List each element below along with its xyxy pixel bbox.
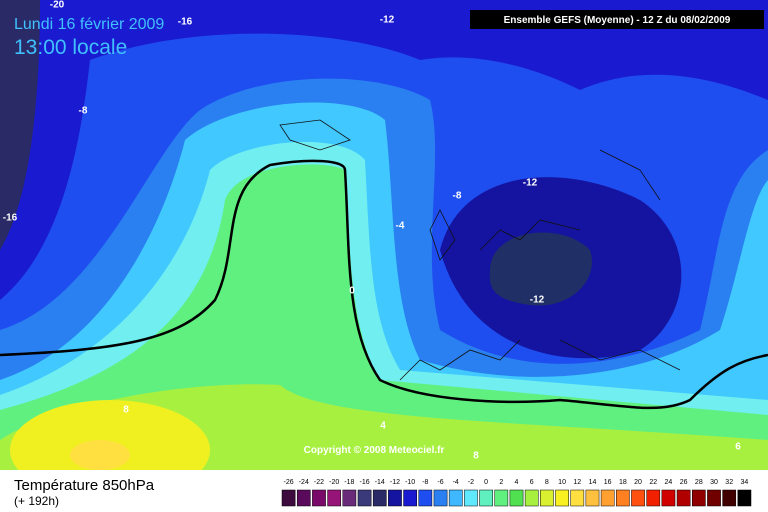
legend-label: 30 <box>710 479 718 486</box>
legend-swatch <box>509 489 524 507</box>
legend-label: -20 <box>329 479 339 486</box>
legend-label: 6 <box>530 479 534 486</box>
legend-label: 12 <box>573 479 581 486</box>
legend-swatch <box>540 489 554 507</box>
legend-label: -2 <box>468 479 474 486</box>
legend-swatch <box>737 489 752 507</box>
contour-labels: -20 -16 -12 -8 -16 -8 -12 -4 0 -12 8 4 8 6 <box>3 0 741 462</box>
contour-label: 8 <box>473 451 479 462</box>
legend-swatch <box>524 489 539 507</box>
legend-swatch <box>433 489 448 507</box>
color-legend: -26 -24 -22 -20 -18 -16 -14 -12 -10 -8 -6 -4 -2 0 2 4 6 8… <box>281 479 752 507</box>
legend-swatch <box>464 489 478 507</box>
contour-label: 8 <box>123 405 129 416</box>
contour-label: -16 <box>178 17 193 28</box>
legend-label: 16 <box>604 479 612 486</box>
legend-swatch <box>707 489 721 507</box>
legend-swatch <box>676 489 691 507</box>
contour-label: -20 <box>50 0 65 11</box>
legend-swatch <box>646 489 661 507</box>
contour-label: -8 <box>79 106 88 117</box>
legend-swatch <box>296 489 311 507</box>
legend-swatch <box>616 489 630 507</box>
contour-label: -4 <box>396 221 405 232</box>
time: 13:00 locale <box>14 36 127 59</box>
contour-label: -12 <box>380 15 395 26</box>
legend-label: -18 <box>344 479 354 486</box>
legend-swatch <box>631 489 645 507</box>
legend-swatch <box>691 489 706 507</box>
legend-swatch <box>342 489 357 507</box>
legend-label: -26 <box>284 479 294 486</box>
contour-label: 0 <box>349 286 355 297</box>
legend-swatch <box>570 489 585 507</box>
model-box <box>470 10 764 29</box>
legend-swatch <box>357 489 372 507</box>
contour-label: 4 <box>380 421 386 432</box>
copyright: Copyright © 2008 Meteociel.fr <box>304 445 445 456</box>
legend-label: 14 <box>589 479 597 486</box>
legend-label: -8 <box>422 479 428 486</box>
legend-swatch <box>327 489 342 507</box>
contour-label: -8 <box>453 191 462 202</box>
model-info: Ensemble GEFS (Moyenne) - 12 Z du 08/02/… <box>504 15 731 26</box>
legend-label: -16 <box>360 479 370 486</box>
contour-label: -16 <box>3 213 18 224</box>
legend-label: 32 <box>725 479 733 486</box>
legend-label: 26 <box>680 479 688 486</box>
legend-swatch <box>661 489 676 507</box>
legend-label: 2 <box>499 479 503 486</box>
legend-label: 20 <box>634 479 642 486</box>
legend-label: -12 <box>390 479 400 486</box>
legend-swatch <box>479 489 493 507</box>
legend-label: -6 <box>437 479 443 486</box>
legend-swatch <box>555 489 569 507</box>
date: Lundi 16 février 2009 <box>14 16 164 33</box>
legend-label: 28 <box>695 479 703 486</box>
contour-label: 6 <box>735 442 741 453</box>
legend-swatch <box>403 489 417 507</box>
legend-label: 4 <box>515 479 519 486</box>
legend-swatch <box>281 489 296 507</box>
legend-label: -4 <box>453 479 459 486</box>
contour-label: -12 <box>523 178 538 189</box>
legend-label: 22 <box>649 479 657 486</box>
legend-swatch <box>312 489 326 507</box>
legend-swatch <box>722 489 737 507</box>
legend-swatch <box>600 489 615 507</box>
legend-label: 18 <box>619 479 627 486</box>
temperature-field <box>0 0 768 500</box>
legend-swatch <box>418 489 433 507</box>
legend-swatch <box>388 489 402 507</box>
legend-label: 24 <box>665 479 673 486</box>
legend-swatch <box>494 489 509 507</box>
legend-label: -24 <box>299 479 309 486</box>
legend-label: -22 <box>314 479 324 486</box>
contour-label: -12 <box>530 295 545 306</box>
legend-label: 10 <box>558 479 566 486</box>
legend-swatch <box>585 489 600 507</box>
legend-label: 0 <box>484 479 488 486</box>
footer-title: Température 850hPa <box>14 477 155 494</box>
footer-subtitle: (+ 192h) <box>14 494 59 508</box>
legend-label: -14 <box>375 479 385 486</box>
legend-swatch <box>448 489 463 507</box>
legend-label: 8 <box>545 479 549 486</box>
legend-swatch <box>372 489 387 507</box>
legend-label: -10 <box>405 479 415 486</box>
legend-label: 34 <box>741 479 749 486</box>
